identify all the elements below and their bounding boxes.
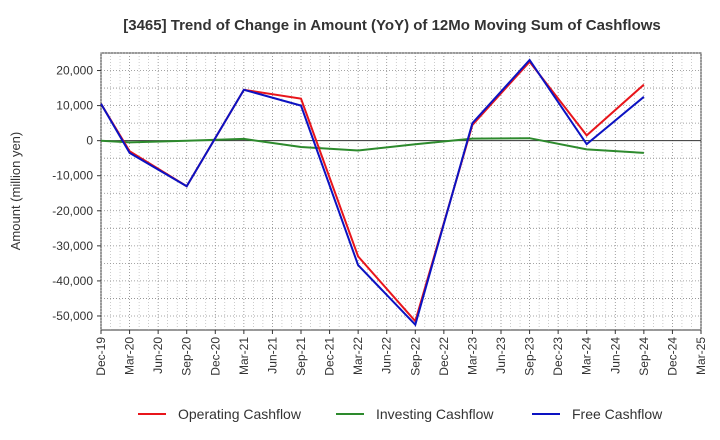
- legend: Operating Cashflow Investing Cashflow Free…: [138, 406, 663, 422]
- plot-area: [100, 52, 702, 331]
- series-line-investing-cashflow: [100, 137, 644, 154]
- x-tick-label: Sep-23: [523, 337, 537, 376]
- x-tick-label: Mar-22: [351, 337, 365, 375]
- grid: [100, 52, 702, 330]
- x-tick-label: Sep-24: [637, 337, 651, 376]
- legend-label: Operating Cashflow: [178, 406, 302, 422]
- y-tick-label: 0: [86, 134, 93, 148]
- x-axis: Dec-19 Mar-20 Jun-20 Sep-20 Dec-20 Mar-21 Jun-…: [94, 330, 708, 376]
- x-tick-label: Sep-22: [408, 337, 422, 376]
- x-tick-label: Jun-23: [494, 337, 508, 374]
- series-layer: [100, 58, 645, 327]
- x-tick-label: Mar-21: [237, 337, 251, 375]
- x-tick-label: Dec-19: [94, 337, 108, 376]
- y-tick-label: -50,000: [52, 309, 93, 323]
- y-axis: 20,000 10,000 0 -10,000 -20,000 -30,000 -40,00…: [52, 64, 101, 323]
- x-tick-label: Mar-23: [465, 337, 479, 375]
- x-tick-label: Mar-24: [580, 337, 594, 375]
- y-tick-label: -30,000: [52, 239, 93, 253]
- x-tick-label: Sep-20: [180, 337, 194, 376]
- legend-label: Free Cashflow: [572, 406, 663, 422]
- x-tick-label: Mar-20: [123, 337, 137, 375]
- x-tick-label: Mar-25: [694, 337, 708, 375]
- x-tick-label: Dec-20: [208, 337, 222, 376]
- x-tick-label: Dec-23: [551, 337, 565, 376]
- x-tick-label: Jun-24: [608, 337, 622, 374]
- y-tick-label: 20,000: [56, 64, 93, 78]
- series-line-free-cashflow: [100, 58, 645, 327]
- y-tick-label: -20,000: [52, 204, 93, 218]
- x-tick-label: Jun-21: [265, 337, 279, 374]
- plot-frame: [100, 52, 702, 331]
- y-axis-title: Amount (million yen): [8, 132, 23, 251]
- x-tick-label: Jun-20: [151, 337, 165, 374]
- x-tick-label: Jun-22: [380, 337, 394, 374]
- legend-label: Investing Cashflow: [376, 406, 494, 422]
- x-tick-label: Sep-21: [294, 337, 308, 376]
- x-tick-label: Dec-21: [323, 337, 337, 376]
- x-tick-label: Dec-22: [437, 337, 451, 376]
- y-tick-label: 10,000: [56, 99, 93, 113]
- y-tick-label: -10,000: [52, 169, 93, 183]
- y-tick-label: -40,000: [52, 274, 93, 288]
- x-tick-label: Dec-24: [665, 337, 679, 376]
- chart-title: [3465] Trend of Change in Amount (YoY) o…: [123, 17, 661, 34]
